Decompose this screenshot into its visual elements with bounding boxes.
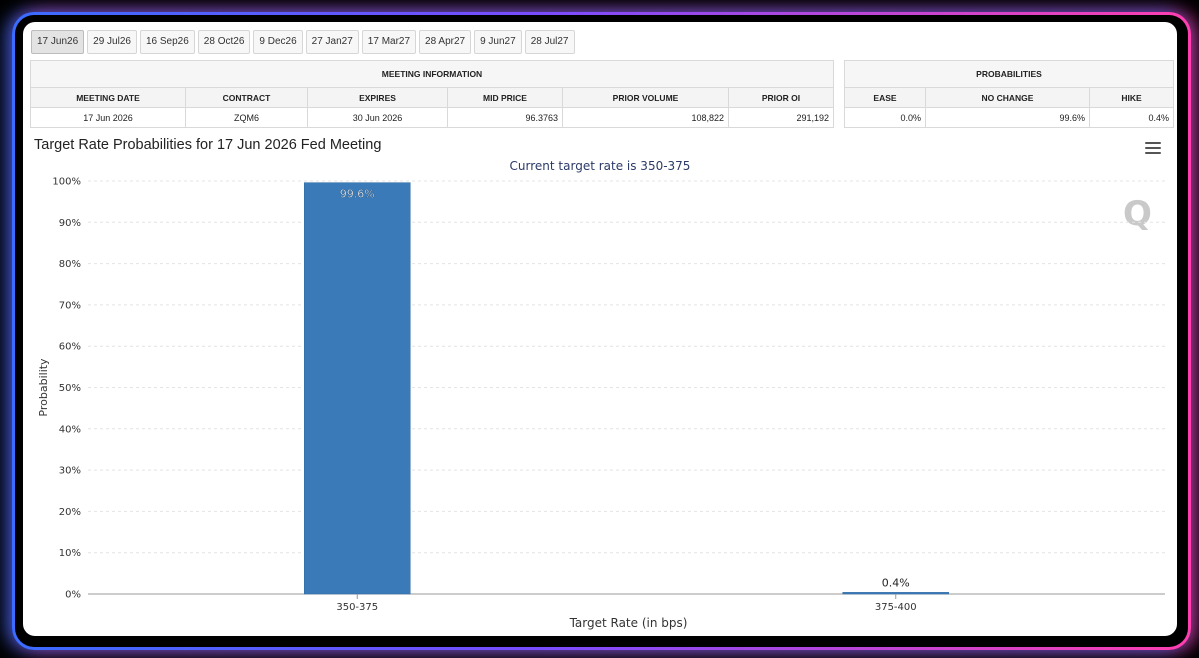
- probabilities-table: PROBABILITIES EASE NO CHANGE HIKE 0.0% 9…: [844, 60, 1174, 128]
- y-axis-title: Probability: [37, 358, 50, 417]
- data-label: 99.6%: [340, 188, 375, 201]
- bar-375-400: [842, 592, 949, 595]
- y-tick-label: 70%: [59, 300, 81, 311]
- y-tick-label: 0%: [65, 590, 81, 601]
- col-expires: EXPIRES: [307, 87, 448, 108]
- data-label: 0.4%: [882, 576, 910, 589]
- probability-bar-chart: 0% 10% 20% 30% 40% 50% 60% 70% 80% 90% 100% 99.6% 35…: [37, 177, 1165, 630]
- tab-9-jun27[interactable]: 9 Jun27: [474, 30, 522, 54]
- tab-28-apr27[interactable]: 28 Apr27: [419, 30, 472, 54]
- col-prior-volume: PRIOR VOLUME: [562, 87, 729, 108]
- chart-title: Target Rate Probabilities for 17 Jun 202…: [34, 137, 382, 153]
- hike-value: 0.4%: [1089, 107, 1174, 128]
- y-tick-label: 10%: [59, 548, 81, 559]
- tab-16-sep26[interactable]: 16 Sep26: [139, 30, 195, 54]
- col-hike: HIKE: [1089, 87, 1174, 108]
- y-tick-label: 80%: [59, 259, 81, 270]
- prior-oi-value: 291,192: [728, 107, 834, 128]
- tab-27-jan27[interactable]: 27 Jan27: [305, 30, 359, 54]
- y-tick-label: 90%: [59, 218, 81, 229]
- x-tick-label: 375-400: [875, 602, 917, 613]
- x-tick-label: 350-375: [336, 602, 378, 613]
- bar-350-375: [304, 182, 411, 595]
- y-tick-label: 100%: [52, 177, 81, 188]
- contract-value: ZQM6: [185, 107, 308, 128]
- col-ease: EASE: [844, 87, 926, 108]
- meeting-information-table: MEETING INFORMATION MEETING DATE CONTRAC…: [30, 60, 834, 128]
- x-axis-title: Target Rate (in bps): [569, 616, 688, 630]
- tab-29-jul26[interactable]: 29 Jul26: [87, 30, 137, 54]
- col-prior-oi: PRIOR OI: [728, 87, 834, 108]
- tab-17-mar27[interactable]: 17 Mar27: [361, 30, 417, 54]
- tab-9-dec26[interactable]: 9 Dec26: [253, 30, 303, 54]
- y-tick-label: 60%: [59, 342, 81, 353]
- tab-17-jun26[interactable]: 17 Jun26: [31, 30, 85, 54]
- probabilities-title: PROBABILITIES: [844, 60, 1174, 88]
- meeting-tabs: 17 Jun26 29 Jul26 16 Sep26 28 Oct26 9 Dec26 2…: [31, 30, 575, 54]
- y-tick-label: 50%: [59, 383, 81, 394]
- hamburger-menu-icon[interactable]: [1145, 142, 1161, 155]
- quikstrike-logo: Q: [1123, 194, 1152, 234]
- tab-28-oct26[interactable]: 28 Oct26: [197, 30, 251, 54]
- chart-subtitle: Current target rate is 350-375: [509, 159, 691, 173]
- fedwatch-panel: 17 Jun26 29 Jul26 16 Sep26 28 Oct26 9 Dec26 2…: [23, 22, 1177, 636]
- table-row: 17 Jun 2026 ZQM6 30 Jun 2026 96.3763 108…: [30, 107, 834, 128]
- y-tick-label: 30%: [59, 466, 81, 477]
- y-tick-label: 40%: [59, 424, 81, 435]
- table-row: 0.0% 99.6% 0.4%: [844, 107, 1174, 128]
- y-tick-label: 20%: [59, 507, 81, 518]
- tab-28-jul27[interactable]: 28 Jul27: [524, 30, 575, 54]
- meeting-info-title: MEETING INFORMATION: [30, 60, 834, 88]
